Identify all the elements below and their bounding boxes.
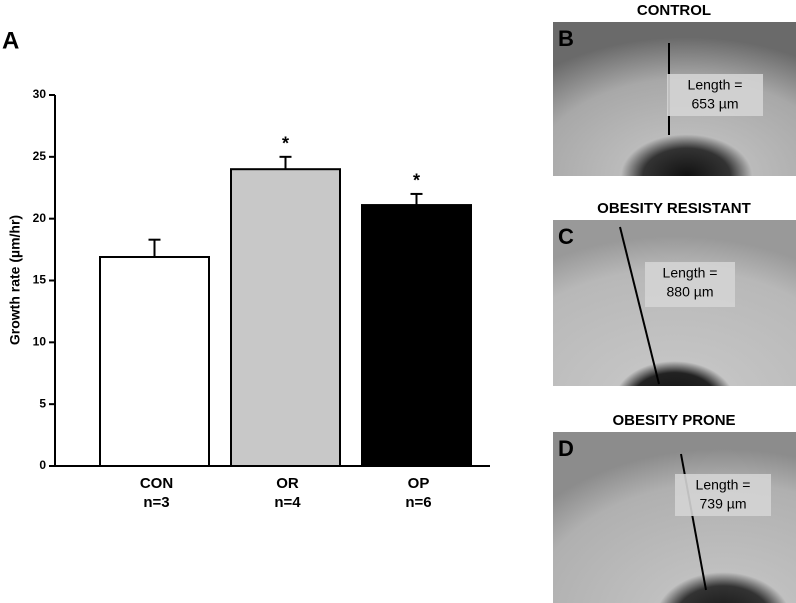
bar bbox=[99, 256, 210, 467]
panel-title: OBESITY RESISTANT bbox=[597, 200, 751, 217]
n-label: n=6 bbox=[405, 494, 431, 511]
n-label: n=4 bbox=[274, 494, 301, 511]
y-tick-label: 5 bbox=[39, 396, 46, 410]
length-box bbox=[675, 474, 771, 516]
y-tick-label: 30 bbox=[33, 87, 47, 101]
panel-title: CONTROL bbox=[637, 2, 711, 19]
x-tick-label: OP bbox=[408, 475, 430, 492]
length-value: 653 µm bbox=[692, 96, 739, 112]
x-tick-label: OR bbox=[276, 475, 299, 492]
y-tick-label: 0 bbox=[39, 458, 46, 472]
length-value: 880 µm bbox=[667, 284, 714, 300]
length-label: Length = bbox=[696, 477, 751, 493]
length-box bbox=[645, 262, 735, 307]
panel-title: OBESITY PRONE bbox=[612, 412, 735, 429]
length-label: Length = bbox=[688, 77, 743, 93]
bar bbox=[361, 204, 472, 468]
y-tick-label: 25 bbox=[33, 149, 47, 163]
x-tick-label: CON bbox=[140, 475, 173, 492]
y-tick-label: 10 bbox=[33, 335, 47, 349]
significance-label: * bbox=[413, 171, 420, 191]
panel-letter: D bbox=[558, 436, 574, 461]
length-value: 739 µm bbox=[700, 496, 747, 512]
micrograph bbox=[553, 432, 796, 603]
panel-label: A bbox=[2, 27, 19, 54]
measure-line bbox=[619, 226, 660, 385]
length-box bbox=[667, 74, 763, 116]
length-label: Length = bbox=[663, 265, 718, 281]
y-tick-label: 15 bbox=[33, 273, 47, 287]
panel-letter: B bbox=[558, 26, 574, 51]
significance-label: * bbox=[282, 134, 289, 154]
y-axis-label: Growth rate (µm/hr) bbox=[7, 215, 23, 345]
y-tick-label: 20 bbox=[33, 211, 47, 225]
bar bbox=[230, 168, 341, 467]
n-label: n=3 bbox=[143, 494, 169, 511]
panel-letter: C bbox=[558, 224, 574, 249]
